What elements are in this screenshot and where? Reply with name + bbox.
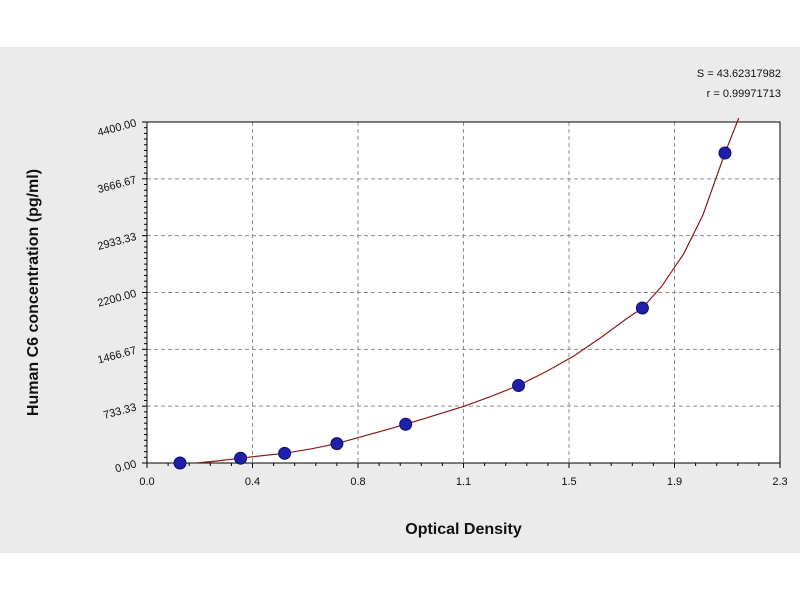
y-tick-label: 733.33 [102,401,138,421]
chart-svg: 0.0 0.4 0.8 1.1 1.5 1.9 2.3 0.00 733.33 1466.67 22… [25,68,788,538]
x-tick-label: 1.5 [561,476,576,488]
y-tick-label: 2200.00 [96,288,138,310]
plot-frame [146,121,781,464]
fit-statistic-r: r = 0.99971713 [707,88,781,100]
y-axis-title: Human C6 concentration (pg/ml) [25,169,42,416]
y-tick-label: 4400.00 [96,117,138,139]
data-point [173,456,187,470]
data-point [330,437,344,451]
y-tick-label: 3666.67 [96,174,138,196]
y-tick-label: 1466.67 [96,345,138,367]
x-tick-label: 0.4 [245,476,260,488]
data-point [718,146,732,160]
grid-lines [147,122,780,463]
x-tick-label: 0.8 [350,476,365,488]
data-point [635,301,649,315]
y-tick-label: 0.00 [114,458,138,475]
x-tick-label: 1.1 [456,476,471,488]
data-point [278,446,292,460]
fit-curve [196,117,740,463]
axes [142,121,781,468]
data-point [234,451,248,465]
data-point [399,417,413,431]
fit-statistic-s: S = 43.62317982 [697,68,781,80]
x-tick-label: 1.9 [667,476,682,488]
data-point [512,379,526,392]
data-points [173,146,732,470]
x-axis-title: Optical Density [405,521,522,538]
x-tick-label: 2.3 [772,476,787,488]
chart-panel: 0.0 0.4 0.8 1.1 1.5 1.9 2.3 0.00 733.33 1466.67 22… [0,47,800,553]
y-tick-label: 2933.33 [96,231,138,253]
x-tick-label: 0.0 [139,476,154,488]
